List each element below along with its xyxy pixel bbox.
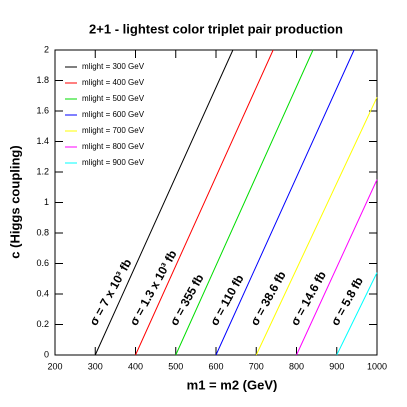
y-tick-label: 1.8 [36,75,49,85]
x-tick-label: 400 [128,361,143,371]
chart-title: 2+1 - lightest color triplet pair produc… [89,21,343,36]
x-tick-label: 1000 [367,361,387,371]
legend-label: mlight = 600 GeV [82,110,145,119]
x-tick-label: 900 [329,361,344,371]
y-tick-label: 1 [44,197,49,207]
y-tick-label: 2 [44,44,49,54]
y-tick-label: 0 [44,349,49,359]
x-tick-label: 600 [208,361,223,371]
series-line [175,49,314,356]
x-tick-label: 200 [47,361,62,371]
legend-label: mlight = 300 GeV [82,62,145,71]
series-line [255,97,378,356]
y-tick-label: 0.4 [36,288,49,298]
y-tick-label: 0.8 [36,227,49,237]
y-tick-label: 0.6 [36,258,49,268]
series-line [135,49,274,356]
y-tick-label: 1.2 [36,166,49,176]
x-tick-label: 500 [168,361,183,371]
x-axis-label: m1 = m2 (GeV) [187,377,278,392]
y-tick-label: 0.2 [36,319,49,329]
legend-label: mlight = 800 GeV [82,142,145,151]
series-line [94,49,234,356]
y-tick-label: 1.6 [36,105,49,115]
legend-label: mlight = 700 GeV [82,126,145,135]
x-tick-label: 800 [289,361,304,371]
y-tick-label: 1.4 [36,136,49,146]
legend-label: mlight = 900 GeV [82,158,145,167]
x-tick-label: 700 [249,361,264,371]
legend-label: mlight = 400 GeV [82,78,145,87]
series-line [215,49,355,356]
y-axis-label: c (Higgs coupling) [7,145,22,258]
series-line [336,272,378,356]
x-tick-label: 300 [88,361,103,371]
legend-label: mlight = 500 GeV [82,94,145,103]
series-line [296,179,378,356]
